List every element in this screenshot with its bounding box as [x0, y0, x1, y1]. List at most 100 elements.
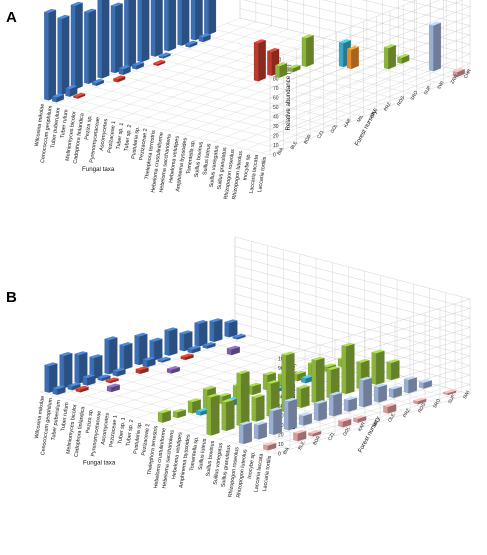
bar-top	[57, 14, 70, 19]
bar-top	[371, 349, 385, 354]
bar-top	[341, 342, 355, 347]
bar-side	[61, 15, 70, 96]
bar-side	[141, 0, 150, 63]
bar-top	[67, 382, 81, 387]
bar-side	[316, 357, 325, 404]
bar-front	[293, 432, 298, 442]
bar-top	[353, 415, 367, 419]
bar	[224, 319, 238, 338]
bar	[97, 374, 111, 382]
bar-top	[359, 376, 372, 381]
nursery-label: ROG	[417, 402, 427, 414]
taxon-label: Laccaria laccata	[253, 453, 264, 492]
bar-top	[239, 421, 252, 425]
gridline-floor	[266, 391, 462, 453]
bar-front	[52, 387, 58, 395]
bar-front	[338, 42, 344, 68]
bar	[386, 359, 400, 381]
bar-side	[128, 0, 137, 68]
bar	[187, 345, 201, 354]
bar-top	[389, 385, 402, 390]
nursery-label: BIA	[282, 445, 290, 455]
z-tick-label: 80	[273, 77, 279, 83]
bar-top	[44, 8, 56, 13]
x-axis-title: Fungal taxa	[83, 459, 116, 466]
y-axis-title: Forest nursery	[354, 108, 379, 147]
bar	[404, 376, 417, 394]
z-tick-label: 90	[278, 366, 284, 372]
bar	[153, 59, 166, 67]
bar-top	[263, 371, 276, 376]
bar-front	[275, 65, 280, 78]
bar-top	[221, 398, 235, 403]
bar	[75, 385, 89, 393]
bar	[275, 62, 288, 78]
nursery-label: MIL	[372, 418, 380, 428]
taxon-label: Suillus luteus	[198, 438, 208, 471]
bar-front	[57, 17, 63, 95]
bar-side	[153, 338, 163, 361]
bar	[110, 2, 123, 74]
bar-top	[301, 374, 314, 379]
bar-top	[119, 342, 133, 346]
bar	[346, 45, 359, 70]
bar	[209, 318, 223, 343]
bar-front	[299, 414, 304, 426]
bar-front	[429, 24, 434, 72]
bar-top	[158, 52, 171, 57]
bar-top	[404, 376, 417, 380]
bar-top	[251, 394, 265, 398]
taxon-label: Inocybe sp.	[247, 451, 257, 479]
taxon-label: Tuber rufum	[60, 401, 70, 431]
bar-front	[226, 348, 232, 356]
taxon-label: Suillus luteus	[202, 143, 212, 176]
taxon-label: Tuber sp. 2	[125, 419, 135, 447]
bar-front	[190, 0, 196, 41]
bar-side	[155, 0, 163, 57]
gridline-floor	[262, 70, 463, 154]
bar-front	[329, 394, 334, 417]
bar-front	[150, 0, 156, 57]
bar	[179, 330, 193, 352]
bar-top	[452, 68, 465, 73]
gridline-floor	[106, 72, 337, 128]
bar-top	[118, 65, 131, 70]
bar	[149, 337, 163, 361]
bar-top	[180, 353, 194, 358]
taxon-label: Tomentella sp.	[189, 436, 200, 471]
bar-front	[164, 329, 170, 356]
bar	[180, 353, 194, 361]
gridline-floor	[53, 94, 284, 150]
taxon-label: Laccaria tortilis	[262, 455, 273, 492]
bar-top	[236, 370, 250, 374]
bar-front	[110, 5, 116, 74]
bar-top	[299, 412, 312, 417]
bar-top	[73, 92, 86, 97]
bar-top	[356, 358, 370, 363]
bar-top	[149, 337, 163, 342]
bar-top	[209, 318, 223, 322]
nursery-label: SUP	[447, 394, 456, 405]
bar-side	[48, 9, 57, 101]
bar	[251, 394, 265, 422]
bar-front	[65, 87, 70, 97]
bar-top	[75, 385, 89, 390]
bar	[142, 356, 156, 368]
bar-top	[92, 78, 104, 83]
bar	[150, 0, 163, 57]
nursery-label: KAR	[357, 421, 366, 432]
bar-side	[301, 386, 310, 408]
gridline-floor	[246, 67, 447, 150]
bar	[288, 64, 301, 73]
bar-top	[269, 407, 282, 412]
bar-front	[221, 401, 227, 431]
bar-front	[296, 387, 302, 408]
bar	[419, 379, 432, 389]
bar-top	[254, 421, 267, 426]
bar-side	[378, 384, 387, 403]
nursery-label: BOR	[303, 133, 312, 145]
bar-front	[142, 359, 148, 368]
nursery-label: ZAW	[449, 73, 458, 85]
bar-side	[273, 408, 282, 435]
bar	[132, 61, 144, 70]
